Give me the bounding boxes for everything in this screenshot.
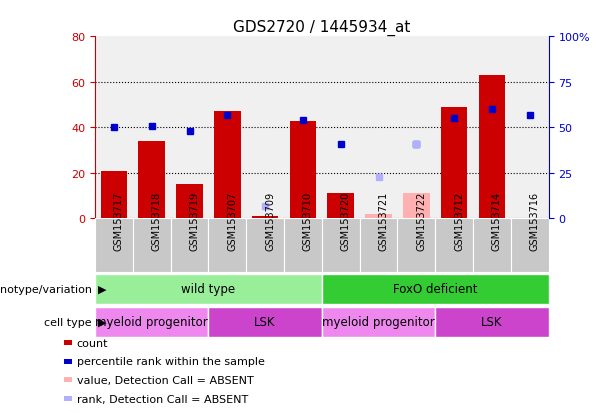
Text: wild type: wild type [181, 282, 235, 295]
Text: value, Detection Call = ABSENT: value, Detection Call = ABSENT [77, 375, 253, 385]
Bar [214, 112, 240, 219]
Text: GSM153712: GSM153712 [454, 191, 464, 250]
Bar [473, 219, 511, 273]
Bar [397, 219, 435, 273]
Text: count: count [77, 338, 108, 348]
Bar [435, 219, 473, 273]
Text: GSM153716: GSM153716 [530, 191, 539, 250]
Bar [290, 121, 316, 219]
Bar [95, 274, 322, 304]
Text: myeloid progenitor: myeloid progenitor [96, 315, 208, 328]
Text: GSM153719: GSM153719 [189, 191, 199, 250]
Text: GSM153720: GSM153720 [341, 191, 351, 250]
Bar [133, 219, 170, 273]
Text: GSM153717: GSM153717 [114, 191, 124, 250]
Text: ▶: ▶ [98, 284, 107, 294]
Text: FoxO deficient: FoxO deficient [393, 282, 478, 295]
Bar [208, 307, 322, 337]
Text: GSM153709: GSM153709 [265, 191, 275, 250]
Bar [511, 219, 549, 273]
Bar [95, 219, 133, 273]
Text: myeloid progenitor: myeloid progenitor [322, 315, 435, 328]
Bar [139, 142, 165, 219]
Bar [208, 219, 246, 273]
Bar [403, 194, 430, 219]
Text: percentile rank within the sample: percentile rank within the sample [77, 356, 264, 366]
Text: rank, Detection Call = ABSENT: rank, Detection Call = ABSENT [77, 394, 248, 404]
Title: GDS2720 / 1445934_at: GDS2720 / 1445934_at [233, 20, 411, 36]
Text: GSM153721: GSM153721 [378, 191, 389, 250]
Text: LSK: LSK [481, 315, 503, 328]
Text: GSM153707: GSM153707 [227, 191, 237, 250]
Bar [441, 107, 467, 219]
Text: genotype/variation: genotype/variation [0, 284, 92, 294]
Bar [360, 219, 397, 273]
Text: GSM153710: GSM153710 [303, 191, 313, 250]
Bar [101, 171, 127, 219]
Text: cell type: cell type [44, 317, 92, 327]
Bar [252, 217, 278, 219]
Bar [170, 219, 208, 273]
Bar [322, 219, 360, 273]
Bar [246, 219, 284, 273]
Bar [365, 214, 392, 219]
Bar [95, 307, 208, 337]
Bar [322, 274, 549, 304]
Text: GSM153722: GSM153722 [416, 191, 426, 250]
Text: ▶: ▶ [98, 317, 107, 327]
Bar [479, 76, 505, 219]
Bar [365, 214, 392, 219]
Text: GSM153718: GSM153718 [151, 191, 162, 250]
Bar [177, 185, 203, 219]
Bar [435, 307, 549, 337]
Text: LSK: LSK [254, 315, 276, 328]
Bar [322, 307, 435, 337]
Bar [327, 194, 354, 219]
Bar [284, 219, 322, 273]
Text: GSM153714: GSM153714 [492, 191, 502, 250]
